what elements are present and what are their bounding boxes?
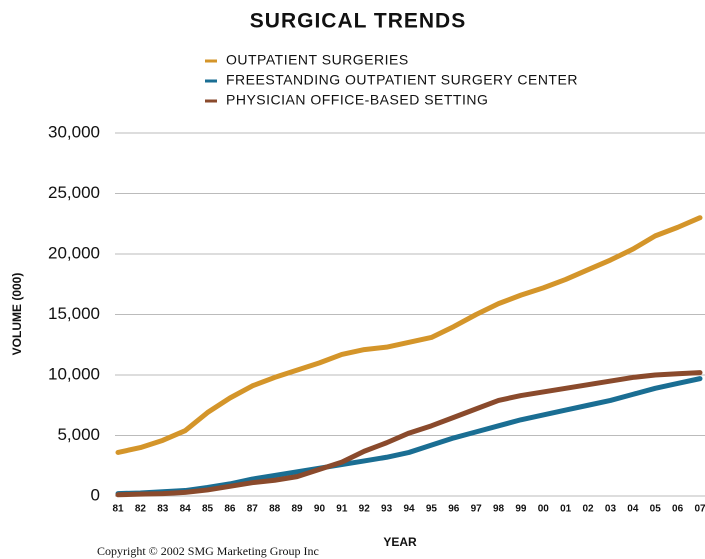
x-tick-label: 07 [694,504,705,515]
x-tick-label: 86 [224,504,236,515]
x-tick-label: 05 [650,504,662,515]
legend-label: OUTPATIENT SURGERIES [226,52,409,68]
x-tick-label: 84 [180,504,192,515]
legend-label: PHYSICIAN OFFICE-BASED SETTING [226,92,488,108]
x-tick-label: 02 [583,504,595,515]
x-tick-label: 96 [448,504,460,515]
x-tick-label: 97 [471,504,483,515]
x-tick-label: 85 [202,504,214,515]
x-tick-label: 01 [560,504,572,515]
y-tick-label: 5,000 [57,425,100,444]
x-tick-label: 04 [627,504,639,515]
legend-label: FREESTANDING OUTPATIENT SURGERY CENTER [226,72,578,88]
x-tick-label: 92 [359,504,371,515]
x-tick-label: 00 [538,504,550,515]
y-tick-label: 20,000 [48,243,100,262]
x-tick-label: 95 [426,504,438,515]
x-tick-label: 89 [292,504,304,515]
x-tick-label: 81 [112,504,124,515]
x-tick-label: 90 [314,504,326,515]
x-tick-label: 88 [269,504,281,515]
x-tick-label: 87 [247,504,259,515]
y-axis-label: VOLUME (000) [10,273,24,356]
x-axis-label: YEAR [383,535,417,549]
x-tick-label: 91 [336,504,348,515]
x-tick-label: 93 [381,504,393,515]
series-line [115,376,703,497]
x-tick-label: 99 [515,504,527,515]
chart-title: SURGICAL TRENDS [250,10,466,33]
copyright: Copyright © 2002 SMG Marketing Group Inc [97,544,319,558]
y-tick-label: 15,000 [48,304,100,323]
x-tick-label: 83 [157,504,169,515]
x-tick-label: 03 [605,504,617,515]
x-tick-label: 94 [403,504,415,515]
series-line [115,370,703,498]
y-tick-label: 25,000 [48,183,100,202]
x-tick-label: 82 [135,504,147,515]
x-tick-label: 06 [672,504,684,515]
y-tick-label: 30,000 [48,122,100,141]
y-tick-label: 10,000 [48,364,100,383]
series-line [115,215,703,455]
x-tick-label: 98 [493,504,505,515]
y-tick-label: 0 [91,485,100,504]
